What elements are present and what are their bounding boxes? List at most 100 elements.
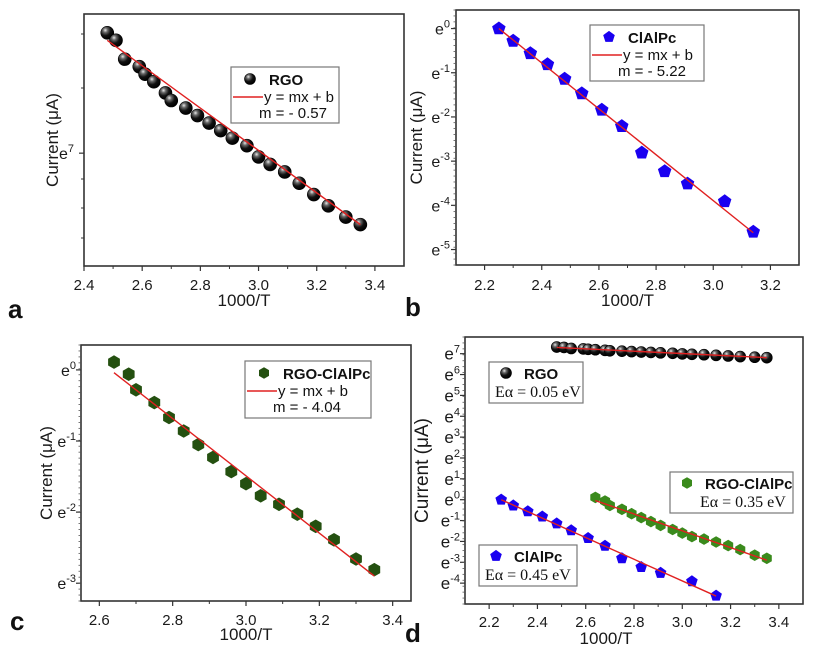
- y-axis: e0e-1e-2e-3: [57, 344, 81, 602]
- data-point: [749, 549, 760, 561]
- tick-base: e: [431, 154, 440, 171]
- y-axis-title: Current (μA): [37, 426, 56, 520]
- x-tick-label: 3.4: [768, 614, 789, 631]
- data-point: [575, 86, 589, 100]
- data-point: [179, 101, 193, 115]
- x-tick-label: 2.8: [624, 614, 645, 631]
- legend-activation-energy: Eα = 0.05 eV: [495, 384, 581, 401]
- tick-base: e: [444, 428, 453, 447]
- y-tick-label: e0: [435, 19, 450, 39]
- data-point: [590, 491, 601, 504]
- tick-exponent: -2: [440, 107, 450, 119]
- x-tick-label: 2.4: [531, 277, 552, 294]
- data-point: [717, 194, 732, 208]
- tick-exponent: -1: [66, 431, 76, 443]
- data-point: [522, 505, 534, 517]
- tick-exponent: 1: [454, 469, 460, 481]
- x-tick-label: 2.2: [479, 614, 500, 631]
- tick-base: e: [444, 345, 453, 364]
- panel-b: 2.2 2.4 2.6 2.8 3.0 3.21000/Te0e-1e-2e-3e-4e-…: [405, 9, 800, 322]
- data-point: [117, 52, 132, 66]
- x-tick-label: 3.4: [364, 277, 385, 294]
- data-point: [192, 437, 205, 452]
- legend-marker: [682, 477, 692, 489]
- x-axis: 2.2 2.4 2.6 2.8 3.0 3.2 3.4 1000/T: [479, 604, 789, 648]
- series-rgo: [550, 341, 773, 364]
- y-tick-label: e-4: [431, 195, 450, 215]
- panel-letter: b: [405, 292, 421, 322]
- y-tick-label: e-1: [431, 63, 450, 83]
- tick-exponent: 4: [454, 406, 460, 418]
- y-tick-label: e0: [444, 490, 460, 510]
- tick-exponent: -1: [450, 511, 460, 523]
- y-tick-label: e-3: [431, 151, 450, 171]
- tick-exponent: 7: [68, 143, 74, 155]
- data-point: [207, 450, 219, 465]
- legend-marker: [500, 367, 512, 379]
- legend-activation-energy: Eα = 0.35 eV: [700, 494, 786, 511]
- panel-letter: c: [10, 606, 24, 636]
- data-point: [277, 165, 292, 179]
- data-point: [225, 464, 238, 479]
- data-point: [164, 93, 179, 108]
- tick-exponent: -2: [66, 502, 76, 514]
- x-axis: 2.6 2.8 3.0 3.2 3.4 1000/T: [89, 601, 403, 644]
- tick-exponent: -4: [450, 573, 460, 585]
- data-point: [595, 102, 609, 116]
- legend-marker: [490, 549, 502, 561]
- fit-line: [595, 499, 768, 561]
- tick-exponent: 2: [454, 448, 460, 460]
- legend-marker: [259, 367, 269, 379]
- y-axis: e7: [59, 33, 84, 239]
- x-tick-label: 3.0: [248, 277, 269, 294]
- legend-marker: [603, 30, 615, 42]
- data-point: [273, 497, 285, 512]
- tick-base: e: [435, 22, 444, 39]
- data-point: [190, 108, 205, 123]
- data-point: [368, 562, 381, 577]
- x-tick-label: 2.2: [474, 277, 495, 294]
- x-tick-label: 2.8: [646, 277, 667, 294]
- series-clalpc: [492, 21, 760, 238]
- legend-series-label: RGO: [524, 366, 559, 383]
- y-tick-label: e1: [444, 469, 460, 489]
- y-tick-label: e-2: [441, 531, 460, 551]
- legend-series-label: RGO-ClAlPc: [283, 366, 371, 383]
- legend-series-label: ClAlPc: [628, 30, 676, 47]
- data-point: [263, 157, 277, 172]
- data-point: [307, 187, 321, 202]
- data-point: [240, 138, 254, 153]
- tick-exponent: 3: [454, 427, 460, 439]
- tick-base: e: [444, 366, 453, 385]
- legend-fit-label: y = mx + b: [264, 89, 334, 106]
- tick-exponent: -4: [440, 195, 450, 207]
- x-axis-title: 1000/T: [220, 625, 273, 644]
- x-axis-title: 1000/T: [580, 629, 633, 648]
- data-point: [109, 33, 123, 48]
- y-tick-label: e6: [444, 365, 460, 385]
- tick-base: e: [431, 198, 440, 215]
- tick-exponent: 5: [454, 385, 460, 397]
- panel-c: 2.6 2.8 3.0 3.2 3.41000/Te0e-1e-2e-3Current …: [10, 344, 412, 644]
- data-point: [557, 71, 572, 85]
- tick-base: e: [431, 110, 440, 127]
- data-point: [339, 210, 353, 224]
- data-point: [177, 424, 190, 438]
- tick-exponent: 7: [454, 344, 460, 356]
- x-tick-label: 2.8: [162, 612, 183, 629]
- legend-series-label: RGO-ClAlPc: [705, 476, 793, 493]
- tick-base: e: [57, 576, 66, 593]
- series-clalpc: [495, 493, 722, 601]
- panel-letter: a: [8, 294, 23, 324]
- legend-fit-label: y = mx + b: [278, 383, 348, 400]
- data-point: [636, 511, 647, 524]
- legend-slope-label: m = - 0.57: [259, 105, 327, 122]
- tick-exponent: -5: [440, 240, 450, 252]
- y-axis-title: Current (μA): [407, 91, 426, 185]
- tick-exponent: -3: [450, 552, 460, 564]
- series-rgo-clalpc: [108, 355, 381, 577]
